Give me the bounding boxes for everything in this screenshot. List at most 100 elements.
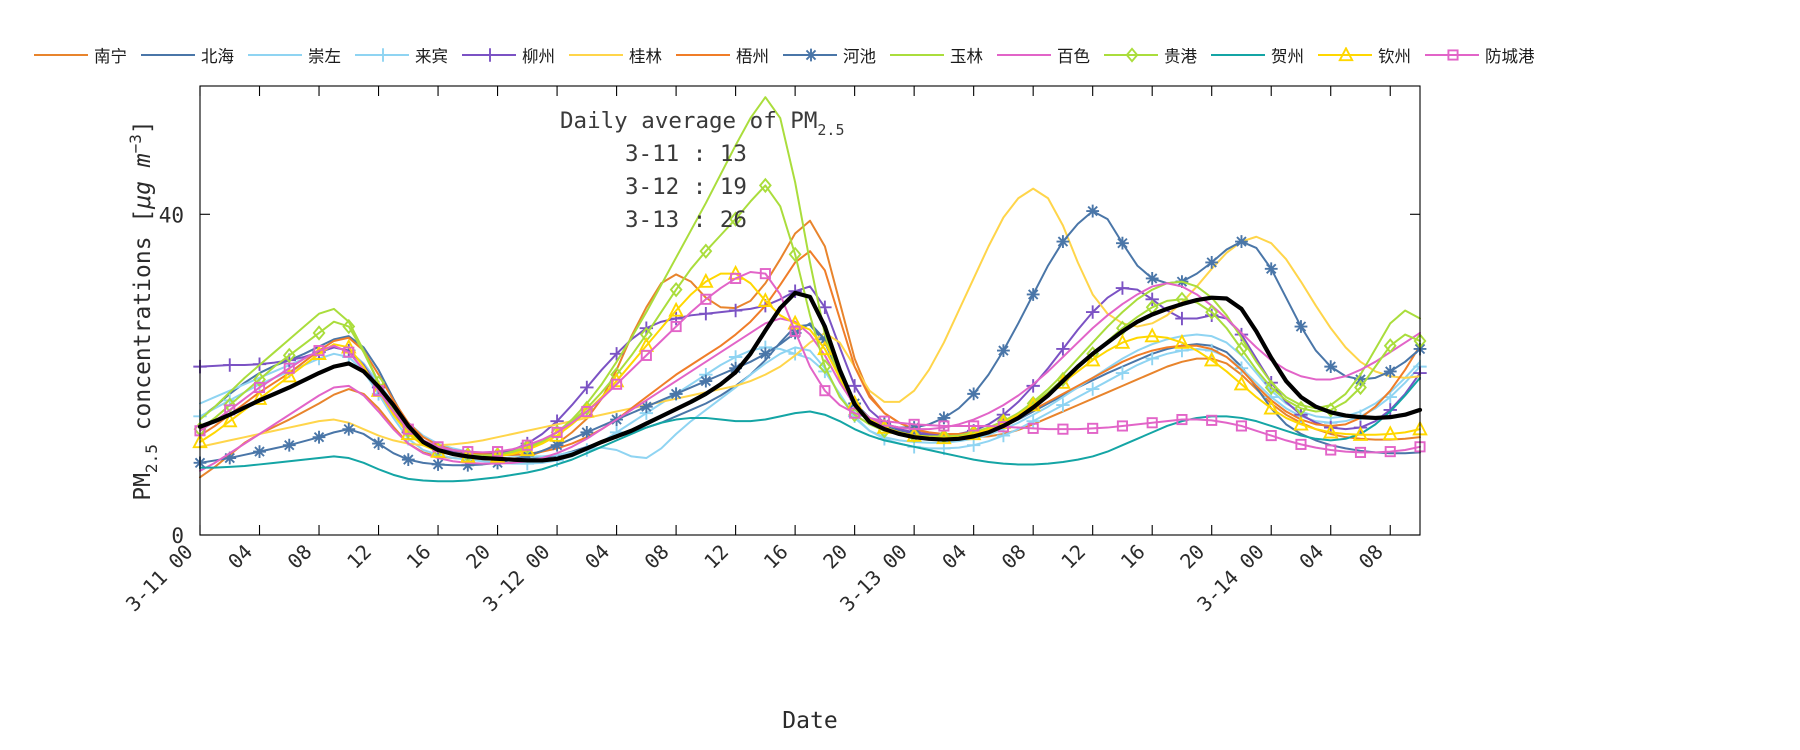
series-marker (1027, 422, 1039, 434)
annotation-line: 3-11 : 13 (625, 141, 747, 167)
series-marker (1085, 305, 1100, 319)
series-marker (758, 177, 772, 194)
series-marker (1174, 333, 1190, 349)
svg-text:20: 20 (1175, 540, 1209, 574)
legend-entry-hezhou[interactable]: 贺州 (1211, 43, 1304, 67)
legend-entry-wuzhou[interactable]: 梧州 (676, 43, 769, 67)
series-marker (1352, 426, 1369, 441)
series-marker (1322, 423, 1339, 439)
legend-entry-laibin[interactable]: 来宾 (355, 43, 448, 67)
legend-entry-liuzhou[interactable]: 柳州 (462, 43, 555, 67)
series-marker (640, 349, 652, 361)
legend-line (34, 54, 88, 57)
series-marker (580, 380, 594, 395)
series-marker (758, 347, 772, 361)
legend-label: 玉林 (950, 47, 983, 66)
series-marker (1057, 423, 1069, 435)
x-tick-label: 12 (342, 540, 376, 574)
series-marker (313, 345, 325, 357)
series-marker (1116, 420, 1128, 432)
x-tick-label: 20 (1175, 540, 1209, 574)
series-marker (1176, 413, 1188, 426)
legend-marker-glyph (376, 48, 390, 62)
series-marker (937, 411, 951, 425)
series-marker (401, 453, 415, 467)
series-marker (1294, 400, 1308, 416)
series-marker (849, 407, 861, 419)
series-marker (669, 311, 683, 326)
series-marker (908, 418, 920, 430)
legend-label: 河池 (843, 47, 876, 66)
x-tick-label: 20 (461, 540, 495, 574)
legend-swatch (1211, 47, 1265, 63)
series-marker (1354, 446, 1367, 458)
mean-series-layer (197, 290, 1423, 463)
svg-text:16: 16 (1116, 540, 1150, 574)
series-marker (1114, 333, 1131, 349)
legend-label: 钦州 (1378, 47, 1411, 66)
legend-entry-baise[interactable]: 百色 (997, 43, 1090, 67)
legend-entry-guigang[interactable]: 贵港 (1104, 43, 1197, 67)
legend-swatch (676, 47, 730, 63)
series-marker (1205, 255, 1219, 269)
legend-label: 防城港 (1485, 47, 1535, 66)
series-marker (699, 374, 713, 388)
legend-swatch (1104, 47, 1158, 63)
legend-entry-nanning[interactable]: 南宁 (34, 43, 127, 67)
svg-text:04: 04 (1294, 540, 1328, 574)
legend-entry-fangchenggang[interactable]: 防城港 (1425, 43, 1535, 67)
series-marker (372, 437, 385, 450)
series-line (199, 250, 1421, 456)
series-marker (1056, 342, 1070, 356)
annotation-line: 3-12 : 19 (625, 174, 747, 200)
series-marker (1056, 235, 1070, 248)
x-tick-label: 16 (759, 540, 793, 574)
chart-legend: 南宁 北海 崇左 来宾 柳州 桂林 梧州 河池 玉林 百色 贵港 贺州 钦州 防城港 (0, 40, 1800, 70)
series-marker (1026, 288, 1040, 301)
legend-line (676, 54, 730, 57)
legend-swatch (462, 47, 516, 63)
legend-entry-yulin[interactable]: 玉林 (890, 43, 983, 67)
svg-text:20: 20 (818, 540, 852, 574)
legend-entry-beihai[interactable]: 北海 (141, 43, 234, 67)
legend-swatch (355, 47, 409, 63)
svg-text:20: 20 (461, 540, 495, 574)
series-marker (878, 415, 890, 427)
series-marker (1203, 351, 1220, 367)
svg-text:04: 04 (937, 540, 971, 574)
legend-entry-hechi[interactable]: 河池 (783, 43, 876, 67)
series-marker (223, 451, 237, 465)
series-marker (312, 430, 326, 444)
svg-text:08: 08 (1354, 540, 1388, 574)
series-marker (1325, 444, 1337, 456)
series-marker (965, 425, 982, 441)
legend-entry-guilin[interactable]: 桂林 (569, 43, 662, 67)
legend-line (890, 54, 944, 57)
series-marker (1145, 351, 1159, 366)
series-marker (936, 429, 952, 445)
legend-swatch (141, 47, 195, 63)
plot-frame (199, 85, 1421, 536)
series-marker (342, 422, 356, 436)
annotation-line: 3-13 : 26 (625, 207, 747, 233)
svg-text:12: 12 (342, 540, 376, 574)
svg-text:08: 08 (640, 540, 674, 574)
x-tick-label: 08 (640, 540, 674, 574)
x-tick-label: 12 (699, 540, 733, 574)
series-marker (818, 300, 832, 314)
x-tick-label: 04 (1294, 540, 1328, 574)
legend-entry-qinzhou[interactable]: 钦州 (1318, 43, 1411, 67)
legend-label: 百色 (1057, 47, 1090, 66)
svg-text:16: 16 (759, 540, 793, 574)
series-marker (1354, 379, 1367, 396)
x-tick-label: 3-11 00 (121, 540, 198, 617)
series-marker (223, 397, 237, 413)
mean-series-line (197, 290, 1423, 463)
legend-entry-chongzuo[interactable]: 崇左 (248, 43, 341, 67)
series-marker (848, 407, 862, 423)
series-marker (1324, 402, 1338, 418)
series-marker (1293, 415, 1309, 431)
series-marker (938, 420, 950, 432)
series-marker (699, 243, 713, 259)
